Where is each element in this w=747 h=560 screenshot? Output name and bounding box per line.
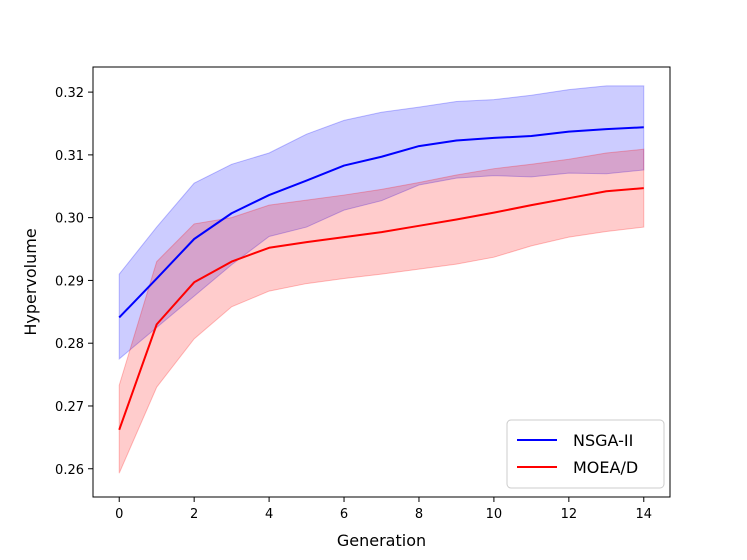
confidence-bands (118, 85, 645, 474)
x-tick-label: 8 (415, 507, 423, 522)
x-tick-label: 6 (340, 507, 348, 522)
x-tick-label: 4 (265, 507, 273, 522)
y-tick-label: 0.29 (55, 274, 84, 289)
moea-d-line (118, 187, 644, 431)
y-tick-label: 0.31 (55, 149, 84, 164)
y-tick-label: 0.27 (55, 400, 84, 415)
x-tick-label: 12 (561, 507, 578, 522)
moea-d-band (118, 148, 645, 474)
legend-label-nsga-ii: NSGA-II (573, 431, 633, 450)
x-tick-label: 10 (486, 507, 503, 522)
x-tick-label: 2 (190, 507, 198, 522)
y-axis-label: Hypervolume (21, 228, 40, 335)
legend: NSGA-II MOEA/D (506, 419, 665, 489)
plot-frame (92, 66, 671, 498)
x-tick-label: 0 (115, 507, 123, 522)
y-tick-label: 0.26 (55, 463, 84, 478)
y-tick-label: 0.28 (55, 337, 84, 352)
x-axis-ticks: 0 2 4 6 8 10 12 14 (115, 497, 652, 522)
nsga-ii-band (118, 85, 645, 360)
legend-label-moea-d: MOEA/D (573, 458, 638, 477)
nsga-ii-line (118, 126, 644, 319)
y-tick-label: 0.30 (55, 212, 84, 227)
y-tick-label: 0.32 (55, 86, 84, 101)
x-axis-label: Generation (337, 531, 426, 550)
series-lines (118, 126, 644, 431)
x-tick-label: 14 (635, 507, 652, 522)
legend-box (506, 419, 665, 489)
y-axis-ticks: 0.26 0.27 0.28 0.29 0.30 0.31 0.32 (55, 86, 93, 478)
